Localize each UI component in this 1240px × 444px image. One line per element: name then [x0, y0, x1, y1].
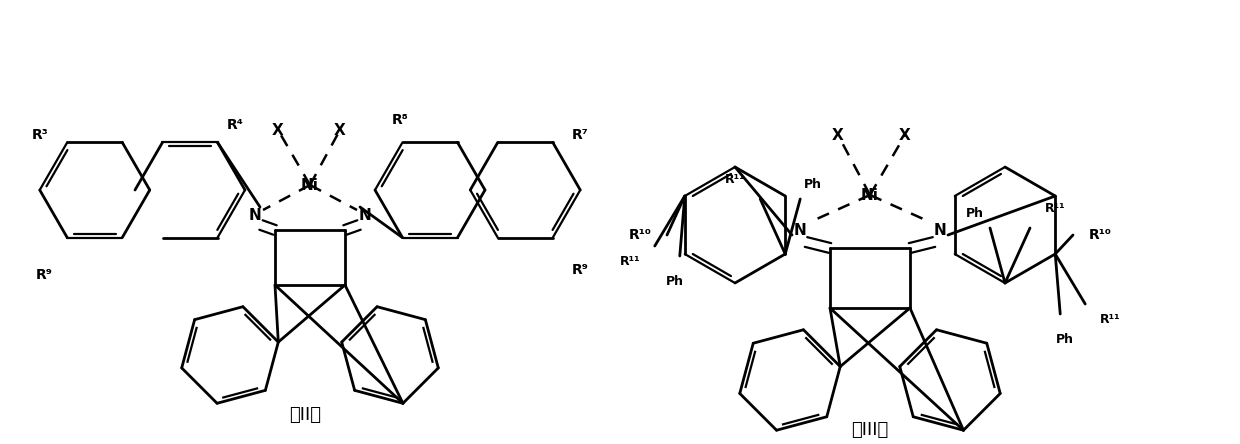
- Text: （II）: （II）: [289, 406, 321, 424]
- Text: R⁴: R⁴: [227, 118, 243, 132]
- Text: N: N: [358, 207, 371, 222]
- Text: Ni: Ni: [861, 187, 879, 202]
- Text: （III）: （III）: [852, 421, 889, 439]
- Text: R¹¹: R¹¹: [1044, 202, 1065, 214]
- Text: Ph: Ph: [805, 178, 822, 190]
- Text: N: N: [934, 222, 946, 238]
- Text: X: X: [334, 123, 346, 138]
- Text: N: N: [249, 207, 262, 222]
- Text: R³: R³: [31, 128, 48, 142]
- Text: X: X: [832, 127, 844, 143]
- Text: R¹¹: R¹¹: [1100, 313, 1121, 325]
- Text: Ph: Ph: [1056, 333, 1074, 345]
- Text: R¹¹: R¹¹: [620, 254, 640, 267]
- Text: R⁸: R⁸: [392, 113, 408, 127]
- Text: R⁹: R⁹: [572, 263, 589, 277]
- Text: X: X: [272, 123, 284, 138]
- Text: R¹⁰: R¹⁰: [629, 228, 651, 242]
- Text: R¹¹: R¹¹: [725, 173, 745, 186]
- Text: Ni: Ni: [301, 178, 319, 193]
- Text: Ph: Ph: [966, 206, 985, 219]
- Text: Ph: Ph: [666, 274, 683, 288]
- Text: X: X: [899, 127, 911, 143]
- Text: R⁷: R⁷: [572, 128, 589, 142]
- Text: N: N: [794, 222, 806, 238]
- Text: R⁹: R⁹: [36, 268, 53, 282]
- Text: R¹⁰: R¹⁰: [1089, 228, 1111, 242]
